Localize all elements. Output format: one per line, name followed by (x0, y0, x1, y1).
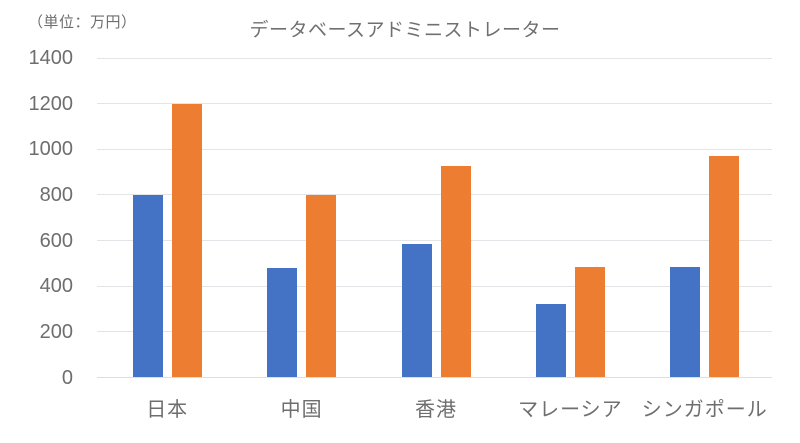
y-axis-tick-label: 800 (39, 183, 73, 206)
gridline (97, 285, 772, 287)
gridline (97, 103, 772, 105)
chart-title: データベースアドミニストレーター (249, 20, 561, 41)
gridline (97, 148, 772, 150)
bar (132, 194, 163, 378)
x-axis-category-label: マレーシア (518, 399, 623, 421)
x-axis-category-label: 香港 (415, 399, 457, 421)
gridline (97, 331, 772, 333)
y-axis-tick-label: 1200 (28, 92, 74, 115)
bar (306, 194, 337, 378)
bar (574, 266, 605, 378)
x-axis-category-label: 中国 (280, 399, 323, 421)
gridline (97, 240, 772, 242)
y-axis-tick-label: 200 (39, 320, 73, 343)
y-axis-tick-label: 600 (39, 229, 73, 252)
y-axis-tick-label: 400 (39, 275, 73, 298)
bar (171, 103, 202, 378)
bar (401, 243, 432, 378)
bar (535, 304, 566, 378)
y-axis-tick-label: 0 (61, 366, 73, 389)
gridline (97, 194, 772, 196)
x-axis-category-label: シンガポール (641, 399, 768, 421)
y-axis-tick-label: 1400 (28, 47, 74, 69)
unit-label: （単位：万円） (28, 14, 137, 31)
gridline (97, 57, 772, 59)
x-axis-category-label: 日本 (146, 399, 189, 421)
y-axis-tick-label: 1000 (28, 138, 74, 161)
x-axis-baseline (97, 377, 772, 378)
bar (440, 166, 471, 378)
bar (267, 267, 298, 378)
bar (670, 266, 701, 378)
bar (709, 156, 740, 378)
